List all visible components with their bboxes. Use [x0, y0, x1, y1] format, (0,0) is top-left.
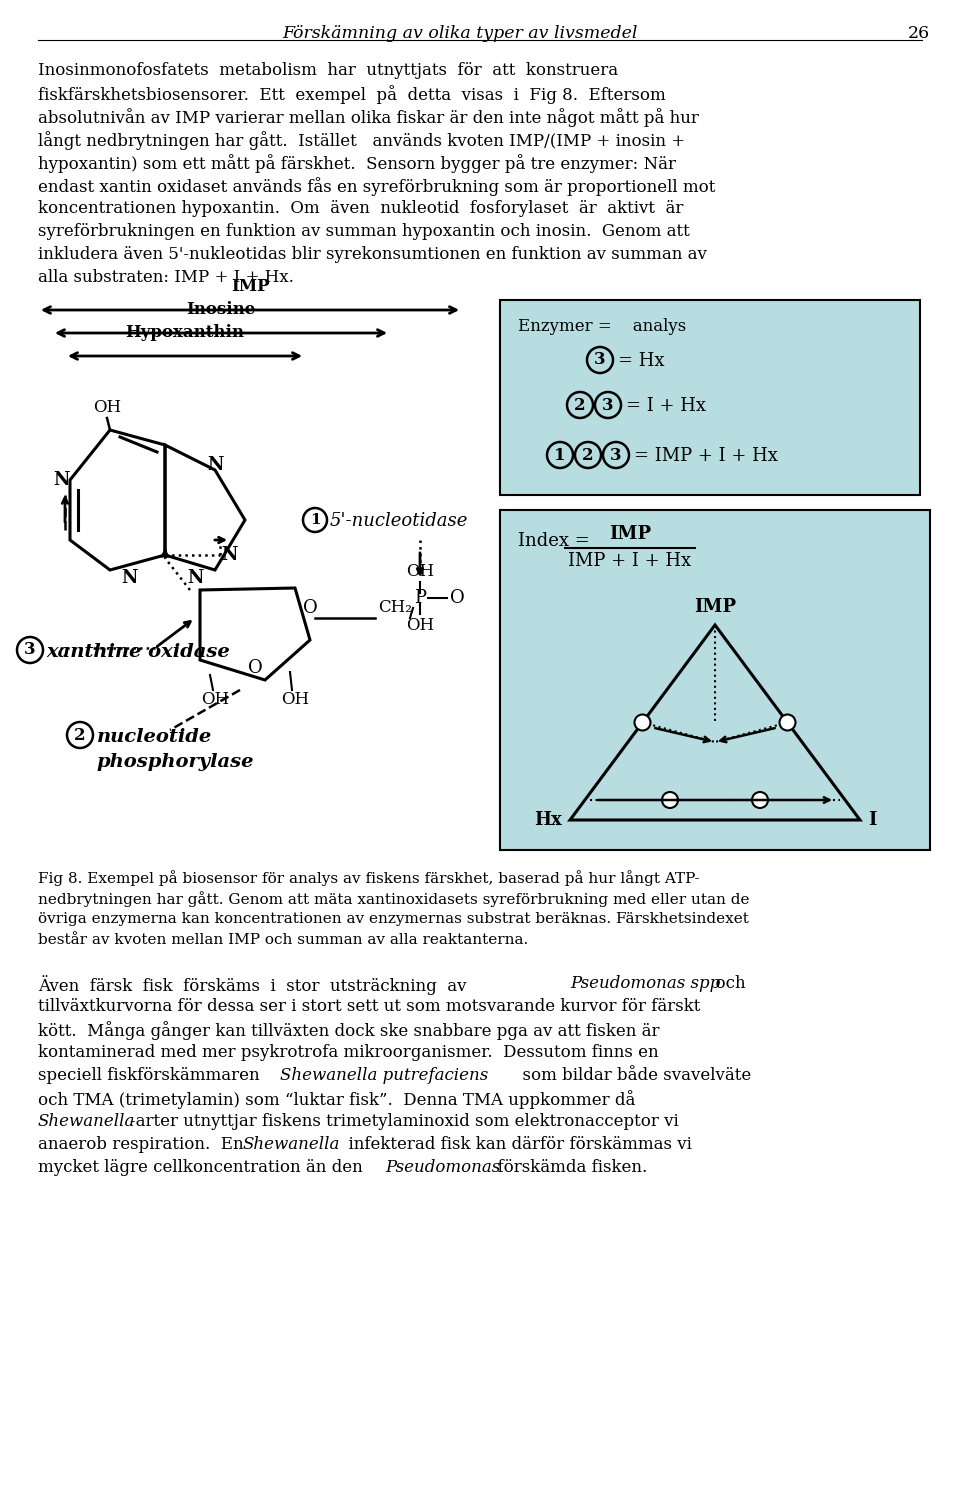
Text: 1: 1 [310, 513, 321, 527]
Text: O: O [302, 599, 318, 617]
Text: speciell fiskförskämmaren: speciell fiskförskämmaren [38, 1067, 270, 1083]
Text: infekterad fisk kan därför förskämmas vi: infekterad fisk kan därför förskämmas vi [338, 1136, 692, 1153]
Text: anaerob respiration.  En: anaerob respiration. En [38, 1136, 254, 1153]
Text: inkludera även 5'-nukleotidas blir syrekonsumtionen en funktion av summan av: inkludera även 5'-nukleotidas blir syrek… [38, 246, 707, 263]
Text: OH: OH [93, 400, 121, 416]
Text: 26: 26 [908, 26, 930, 42]
Text: 3: 3 [594, 352, 606, 368]
FancyBboxPatch shape [500, 300, 920, 495]
Text: kött.  Många gånger kan tillväxten dock ske snabbare pga av att fisken är: kött. Många gånger kan tillväxten dock s… [38, 1022, 660, 1040]
Text: IMP: IMP [694, 598, 736, 616]
Text: = I + Hx: = I + Hx [626, 397, 706, 415]
Text: phosphorylase: phosphorylase [97, 753, 254, 771]
Text: O: O [450, 589, 465, 607]
Text: mycket lägre cellkoncentration än den: mycket lägre cellkoncentration än den [38, 1159, 373, 1176]
Text: övriga enzymerna kan koncentrationen av enzymernas substrat beräknas. Färskhetsi: övriga enzymerna kan koncentrationen av … [38, 911, 749, 927]
Text: 3: 3 [24, 641, 36, 658]
Text: I: I [868, 810, 876, 828]
Text: Förskämning av olika typer av livsmedel: Förskämning av olika typer av livsmedel [282, 26, 637, 42]
Text: Shewanella putrefaciens: Shewanella putrefaciens [280, 1067, 489, 1083]
Text: Pseudomonas: Pseudomonas [385, 1159, 500, 1176]
Text: långt nedbrytningen har gått.  Istället   används kvoten IMP/(IMP + inosin +: långt nedbrytningen har gått. Istället a… [38, 131, 685, 149]
Text: 3: 3 [602, 397, 613, 413]
Polygon shape [570, 625, 860, 819]
Text: 2: 2 [74, 726, 85, 744]
Text: och: och [705, 975, 746, 991]
Text: IMP + I + Hx: IMP + I + Hx [568, 552, 691, 570]
Text: förskämda fisken.: förskämda fisken. [487, 1159, 647, 1176]
Text: nucleotide: nucleotide [97, 727, 212, 745]
Text: = IMP + I + Hx: = IMP + I + Hx [634, 447, 778, 465]
Text: O: O [248, 659, 262, 678]
Text: OH: OH [281, 691, 309, 709]
Text: Enzymer =    analys: Enzymer = analys [518, 318, 686, 335]
Text: Även  färsk  fisk  förskäms  i  stor  utsträckning  av: Även färsk fisk förskäms i stor utsträck… [38, 975, 477, 994]
Text: Fig 8. Exempel på biosensor för analys av fiskens färskhet, baserad på hur långt: Fig 8. Exempel på biosensor för analys a… [38, 871, 700, 886]
Text: N: N [222, 546, 238, 564]
Text: OH: OH [406, 563, 434, 581]
Text: Pseudomonas spp: Pseudomonas spp [570, 975, 720, 991]
Text: Inosine: Inosine [186, 300, 255, 318]
Text: kontaminerad med mer psykrotrofa mikroorganismer.  Dessutom finns en: kontaminerad med mer psykrotrofa mikroor… [38, 1044, 659, 1061]
Text: endast xantin oxidaset används fås en syreförbrukning som är proportionell mot: endast xantin oxidaset används fås en sy… [38, 177, 715, 196]
Text: och TMA (trimetylamin) som “luktar fisk”.  Denna TMA uppkommer då: och TMA (trimetylamin) som “luktar fisk”… [38, 1089, 636, 1109]
FancyBboxPatch shape [500, 510, 930, 850]
Text: N: N [122, 569, 138, 587]
Circle shape [752, 792, 768, 807]
Text: tillväxtkurvorna för dessa ser i stort sett ut som motsvarande kurvor för färskt: tillväxtkurvorna för dessa ser i stort s… [38, 997, 701, 1016]
Text: nedbrytningen har gått. Genom att mäta xantinoxidasets syreförbrukning med eller: nedbrytningen har gått. Genom att mäta x… [38, 890, 750, 907]
Circle shape [662, 792, 678, 807]
Text: Inosinmonofosfatets  metabolism  har  utnyttjats  för  att  konstruera: Inosinmonofosfatets metabolism har utnyt… [38, 62, 618, 78]
Text: fiskfärskhetsbiosensorer.  Ett  exempel  på  detta  visas  i  Fig 8.  Eftersom: fiskfärskhetsbiosensorer. Ett exempel på… [38, 85, 665, 104]
Text: IMP: IMP [609, 525, 651, 543]
Circle shape [635, 714, 651, 730]
Text: N: N [54, 471, 70, 489]
Text: 1: 1 [554, 447, 565, 463]
Text: alla substraten: IMP + I + Hx.: alla substraten: IMP + I + Hx. [38, 269, 294, 287]
Text: Shewanella: Shewanella [38, 1114, 135, 1130]
Text: 5'-nucleotidase: 5'-nucleotidase [330, 512, 468, 530]
Text: N: N [206, 456, 224, 474]
Text: hypoxantin) som ett mått på färskhet.  Sensorn bygger på tre enzymer: När: hypoxantin) som ett mått på färskhet. Se… [38, 154, 676, 174]
Text: OH: OH [201, 691, 229, 709]
Text: P: P [414, 589, 426, 607]
Text: Index =: Index = [518, 533, 595, 549]
Text: absolutnivån av IMP varierar mellan olika fiskar är den inte något mått på hur: absolutnivån av IMP varierar mellan olik… [38, 109, 699, 127]
Circle shape [780, 714, 796, 730]
Text: syreförbrukningen en funktion av summan hypoxantin och inosin.  Genom att: syreförbrukningen en funktion av summan … [38, 223, 689, 240]
Text: xanthine oxidase: xanthine oxidase [46, 643, 229, 661]
Text: CH₂: CH₂ [378, 599, 412, 617]
Text: Hypoxanthin: Hypoxanthin [126, 324, 245, 341]
Text: 3: 3 [611, 447, 622, 463]
Text: OH: OH [406, 617, 434, 634]
Text: består av kvoten mellan IMP och summan av alla reaktanterna.: består av kvoten mellan IMP och summan a… [38, 933, 528, 948]
Text: IMP: IMP [230, 278, 269, 294]
Text: som bildar både svavelväte: som bildar både svavelväte [512, 1067, 752, 1083]
Text: N: N [187, 569, 204, 587]
Text: koncentrationen hypoxantin.  Om  även  nukleotid  fosforylaset  är  aktivt  är: koncentrationen hypoxantin. Om även nukl… [38, 201, 684, 217]
Text: Hx: Hx [535, 810, 562, 828]
Text: Shewanella: Shewanella [243, 1136, 341, 1153]
Text: 2: 2 [582, 447, 594, 463]
Text: 2: 2 [574, 397, 586, 413]
Text: -arter utnyttjar fiskens trimetylaminoxid som elektronacceptor vi: -arter utnyttjar fiskens trimetylaminoxi… [130, 1114, 679, 1130]
Text: = Hx: = Hx [618, 352, 664, 370]
